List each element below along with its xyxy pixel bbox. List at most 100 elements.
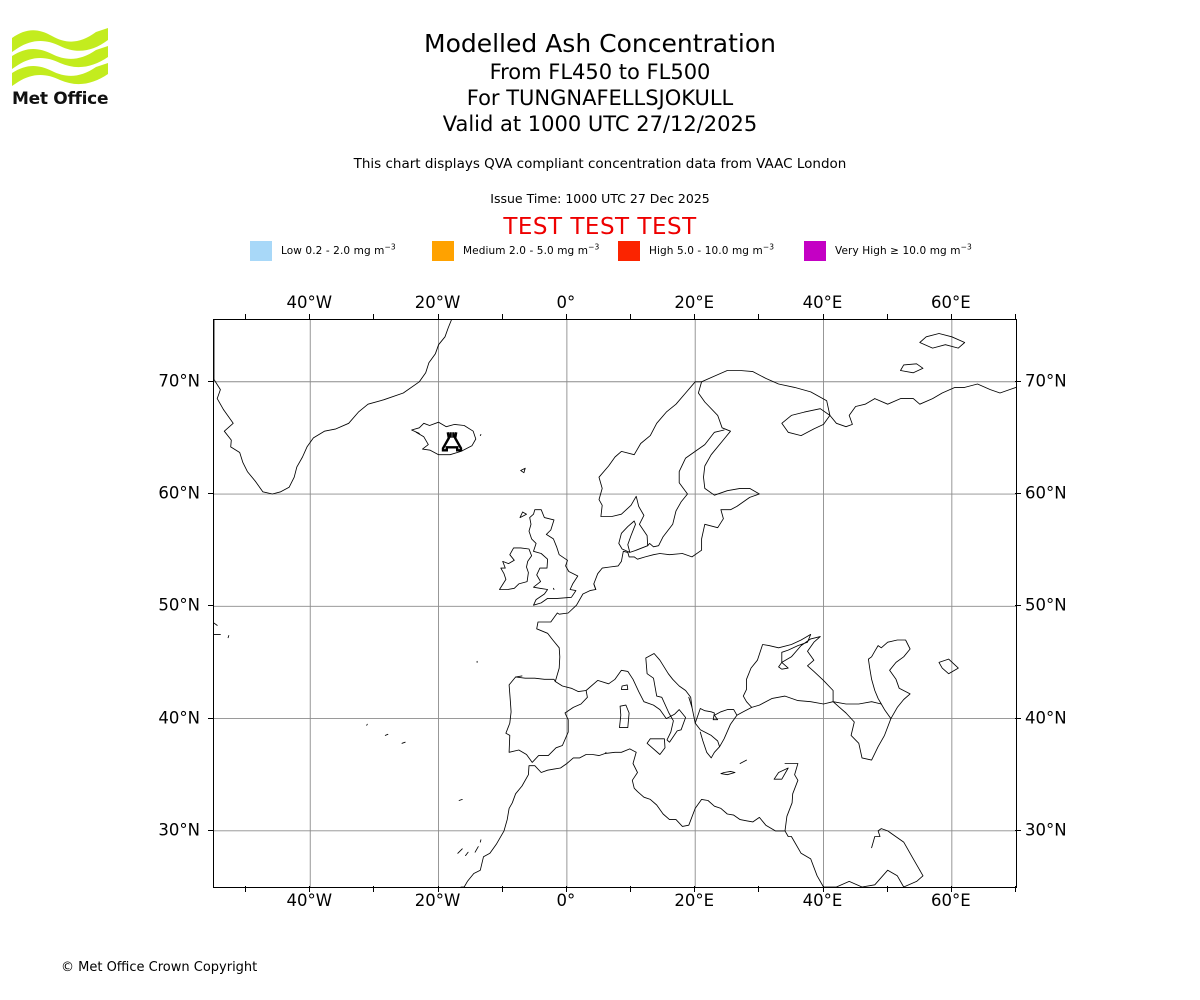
volcano-marker-icon [441, 432, 463, 452]
lon-label-bottom-3: 20°E [674, 891, 715, 910]
lon-tick [758, 886, 760, 892]
lat-label-left-1: 40°N [158, 708, 200, 728]
coastline-segment [646, 738, 666, 755]
coastline-segment [474, 846, 479, 853]
coastline-segment [620, 684, 629, 690]
legend-low-label: Low 0.2 - 2.0 mg m−3 [281, 242, 396, 257]
map-gridlines [214, 320, 1016, 887]
lon-label-bottom-0: 40°W [286, 891, 333, 910]
lon-tick [886, 886, 888, 892]
test-banner: TEST TEST TEST [503, 214, 697, 240]
lon-tick [501, 314, 503, 320]
lon-tick [1015, 314, 1016, 320]
issue-time: Issue Time: 1000 UTC 27 Dec 2025 [490, 191, 710, 206]
lat-label-right-2: 50°N [1025, 595, 1067, 615]
coastline-segment [401, 741, 406, 744]
coastline-segment [366, 723, 368, 726]
coastline-segment [520, 467, 526, 474]
lat-label-left-0: 30°N [158, 820, 200, 840]
lon-tick [245, 886, 247, 892]
map-markers [441, 432, 463, 452]
lat-tick [1015, 829, 1021, 831]
legend-low-swatch [250, 241, 272, 261]
lat-label-left-4: 70°N [158, 371, 200, 391]
coastline-segment [458, 798, 463, 801]
coastline-segment [736, 633, 834, 716]
copyright-notice: © Met Office Crown Copyright [61, 960, 258, 975]
coastline-segment [688, 696, 693, 708]
coastline-segment [618, 520, 649, 553]
lon-tick [373, 886, 375, 892]
coastline-segment [479, 434, 482, 437]
volcano-name: For TUNGNAFELLSJOKULL [466, 86, 734, 110]
lat-tick [1015, 380, 1021, 382]
legend-medium: Medium 2.0 - 5.0 mg m−3 [432, 240, 599, 262]
coastline-segment [694, 708, 738, 748]
coastline-segment [720, 770, 736, 776]
concentration-legend: Low 0.2 - 2.0 mg m−3 Medium 2.0 - 5.0 mg … [250, 240, 990, 262]
map-canvas [214, 320, 1016, 887]
coastline-segment [227, 635, 230, 639]
map-coastlines [214, 320, 1016, 887]
legend-high: High 5.0 - 10.0 mg m−3 [618, 240, 774, 262]
coastline-segment [903, 869, 924, 887]
coastline-segment [619, 704, 630, 729]
legend-high-label: High 5.0 - 10.0 mg m−3 [649, 242, 775, 257]
coastline-segment [823, 869, 905, 887]
coastline-segment [515, 675, 523, 678]
coastline-segment [384, 733, 389, 736]
coastline-segment [457, 848, 463, 854]
coastline-segment [214, 622, 218, 626]
lat-tick [1015, 717, 1021, 719]
lat-tick [208, 493, 214, 495]
coastline-segment [505, 676, 588, 763]
qva-disclaimer: This chart displays QVA compliant concen… [353, 156, 847, 172]
coastline-segment [871, 828, 921, 871]
lon-tick [437, 314, 439, 320]
lon-label-top-0: 40°W [286, 293, 333, 312]
lon-tick [501, 886, 503, 892]
lat-label-right-1: 40°N [1025, 708, 1067, 728]
met-office-wave-mark [12, 28, 108, 86]
lat-label-right-0: 30°N [1025, 820, 1067, 840]
coastline-segment [585, 653, 721, 759]
coastline-segment [919, 333, 966, 349]
lat-tick [1015, 493, 1021, 495]
lon-tick [886, 314, 888, 320]
lon-tick [630, 314, 632, 320]
coastline-segment [784, 763, 824, 887]
coastline-segment [938, 658, 959, 675]
coastline-segment [604, 751, 607, 754]
lon-tick [1015, 886, 1016, 892]
coastline-segment [900, 363, 924, 374]
chart-title-block: Modelled Ash Concentration From FL450 to… [130, 28, 1070, 137]
legend-medium-swatch [432, 241, 454, 261]
coastline-segment [593, 583, 597, 590]
page-title: Modelled Ash Concentration [424, 29, 776, 58]
lon-label-top-2: 0° [556, 293, 576, 312]
lat-tick [208, 380, 214, 382]
lon-tick [373, 314, 375, 320]
coastline-segment [528, 509, 579, 606]
coastline-segment [867, 639, 911, 720]
lon-tick [694, 314, 696, 320]
coastline-segment [600, 429, 725, 548]
ash-concentration-map[interactable] [213, 319, 1017, 888]
legend-high-swatch [618, 241, 640, 261]
lon-label-top-3: 20°E [674, 293, 715, 312]
lon-tick [630, 886, 632, 892]
lon-label-top-4: 40°E [802, 293, 843, 312]
lon-tick [950, 886, 952, 892]
coastline-segment [463, 748, 786, 887]
lon-tick [309, 314, 311, 320]
lon-tick [694, 886, 696, 892]
coastline-segment [778, 661, 789, 670]
lat-tick [208, 717, 214, 719]
lon-tick [822, 314, 824, 320]
coastline-segment [832, 701, 892, 761]
lon-label-top-1: 20°W [414, 293, 461, 312]
lon-tick [309, 886, 311, 892]
coastline-segment [499, 547, 533, 590]
legend-low: Low 0.2 - 2.0 mg m−3 [250, 240, 396, 262]
coastline-segment [874, 383, 1016, 405]
